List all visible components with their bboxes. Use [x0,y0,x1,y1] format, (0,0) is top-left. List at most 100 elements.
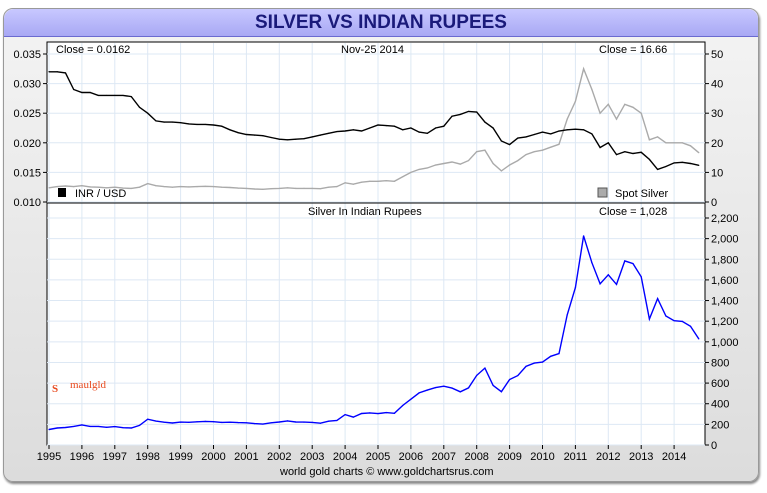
silver-inr-line-point [245,422,247,424]
y-tick-label-left: 0.035 [13,49,41,61]
inr-usd-line-point [163,121,165,123]
spot-silver-line-point [237,187,239,189]
inr-usd-line-point [377,124,379,126]
silver-inr-line-point [418,392,420,394]
spot-silver-line-point [122,187,124,189]
x-tick-label: 2001 [234,451,258,463]
inr-usd-line-point [574,128,577,130]
silver-inr-line-point [270,422,272,424]
inr-usd-line-point [402,129,404,131]
silver-inr-line-point [558,352,560,355]
x-tick-label: 2010 [530,451,554,463]
inr-usd-line-point [212,124,215,126]
inr-usd-line-point [328,132,330,134]
spot-silver-line-point [640,112,642,114]
y-tick-label-right: 50 [711,49,723,61]
silver-inr-line-point [467,387,470,389]
x-tick-label: 2002 [267,451,291,463]
silver-inr-line-point [237,422,239,424]
inr-usd-line-point [393,125,396,127]
silver-inr-line-point [89,425,91,428]
bottom-close: Close = 1,028 [599,206,667,218]
inr-usd-line-point [517,137,519,139]
spot-silver-line-point [410,171,412,173]
silver-inr-line-point [204,420,206,422]
silver-inr-line-point [147,418,149,420]
spot-silver-line-point [336,186,338,188]
inr-usd-line-point [311,136,313,138]
inr-usd-line-point [56,71,58,73]
spot-silver-line-point [56,186,58,188]
silver-inr-line-point [56,427,58,429]
inr-usd-line-point [698,164,700,166]
inr-usd-line-point [221,125,223,127]
inr-usd-line-point [426,132,428,134]
x-tick-label: 2011 [564,451,588,463]
spot-silver-line-point [163,186,165,188]
inr-usd-line-point [434,127,437,129]
silver-inr-line-point [188,421,190,423]
inr-usd-line-point [566,129,568,131]
silver-inr-line-point [311,421,313,424]
spot-silver-line-point [418,168,420,171]
inr-usd-line-point [476,111,478,113]
spot-silver-line-point [286,187,289,189]
silver-inr-line-point [591,262,593,264]
inr-usd-line-point [81,91,83,94]
inr-usd-line [49,71,699,171]
inr-usd-line-point [319,134,322,136]
top-date: Nov-25 2014 [341,44,404,56]
inr-usd-line-point [467,110,470,113]
inr-usd-line-point [484,121,486,123]
y-tick-label-bottom: 1,800 [711,254,739,266]
inr-usd-line-point [665,165,667,168]
silver-inr-line-point [451,387,453,389]
inr-usd-line-point [229,129,231,131]
silver-inr-line-point [328,420,330,422]
spot-silver-line-point [245,187,247,189]
spot-silver-line-point [352,183,354,185]
silver-inr-line-point [426,389,428,391]
inr-usd-line-point [270,136,272,139]
chart-title: SILVER VS INDIAN RUPEES [4,9,758,37]
spot-silver-line-point [377,180,379,182]
inr-usd-line-point [237,132,239,134]
spot-silver-line-point [114,186,116,188]
y-tick-label-bottom: 1,600 [711,275,739,287]
silver-inr-line-point [352,416,354,418]
spot-silver-line-point [402,176,404,178]
y-tick-label-left: 0.020 [13,138,41,150]
spot-silver-line-point [525,154,527,156]
silver-inr-line-point [410,398,412,400]
plot-area [46,41,706,446]
silver-inr-line-point [607,274,609,276]
inr-usd-line-point [451,115,453,117]
inr-usd-line-point [492,127,494,129]
silver-inr-line-point [657,297,659,300]
inr-usd-line-point [64,72,67,74]
inr-usd-line-point [640,151,642,153]
inr-usd-line-point [657,168,659,171]
spot-silver-line-point [278,187,280,189]
top-left-close: Close = 0.0162 [56,44,130,56]
inr-usd-line-point [541,131,544,133]
x-tick-label: 1998 [135,451,159,463]
spot-silver-line-point [500,170,502,172]
inr-usd-line-point [245,133,247,136]
inr-usd-line-point [410,127,412,129]
silver-inr-line-point [443,385,445,387]
silver-inr-line-point [550,355,552,357]
x-tick-label: 2009 [497,451,521,463]
silver-inr-line-point [97,425,99,428]
silver-inr-line-point [254,423,256,425]
silver-inr-line-point [369,412,371,414]
silver-inr-line-point [360,412,363,415]
silver-inr-line-point [319,422,322,424]
y-tick-label-right: 30 [711,108,723,120]
silver-inr-line-point [484,367,486,369]
silver-inr-line-point [229,421,231,423]
silver-inr-line-point [698,338,700,340]
silver-inr-line-point [221,421,223,424]
spot-silver-line-point [130,187,132,189]
